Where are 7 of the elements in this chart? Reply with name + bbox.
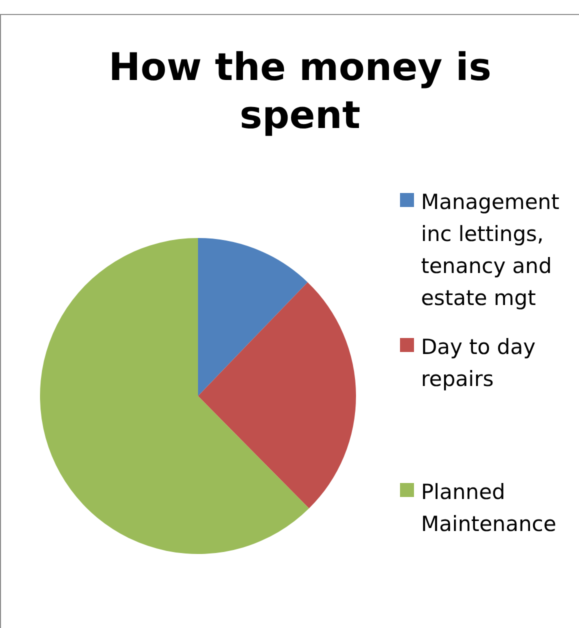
pie-slice: [198, 282, 356, 508]
pie-slice: [40, 238, 310, 554]
chart-title: How the money is spent: [108, 45, 492, 137]
legend-label: Day to day repairs: [421, 335, 536, 391]
pie-slice: [198, 238, 308, 396]
legend-label: Planned Maintenance: [421, 480, 556, 536]
legend-label: Management inc lettings, tenancy and estate mgt: [421, 190, 560, 310]
